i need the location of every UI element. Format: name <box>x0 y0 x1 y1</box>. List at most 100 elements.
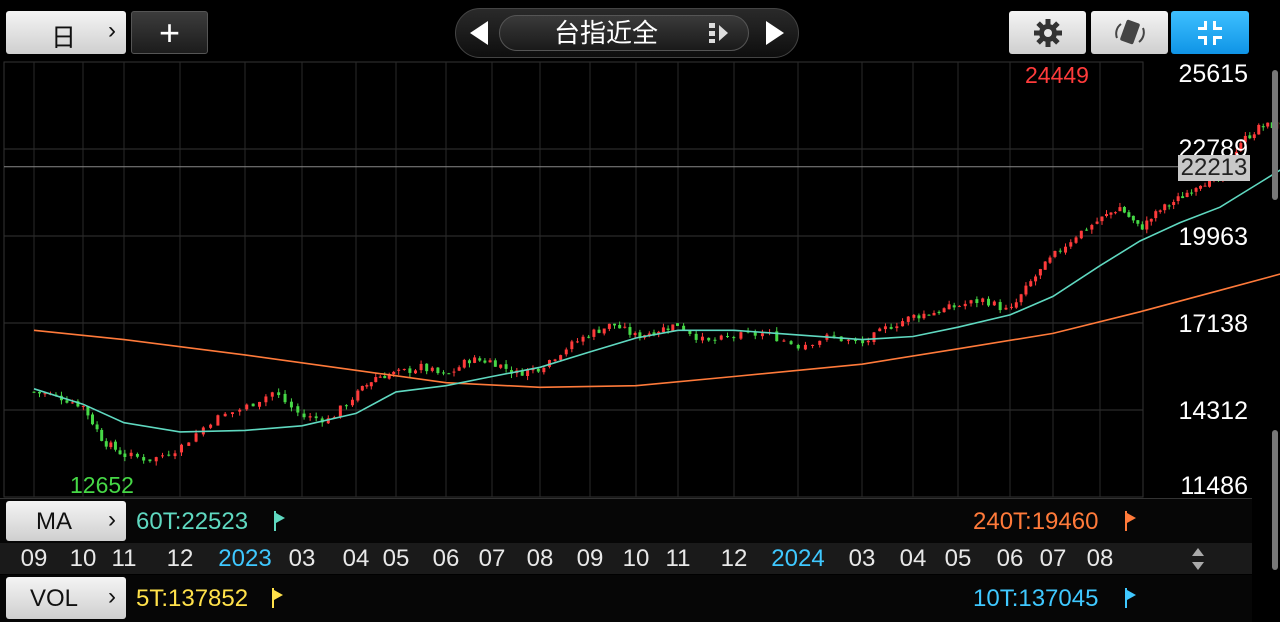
candle-body <box>998 302 1002 311</box>
candle-body <box>1118 207 1122 212</box>
candle-body <box>1266 122 1270 127</box>
candle-body <box>32 391 36 393</box>
symbol-title-field[interactable]: 台指近全 <box>499 15 749 51</box>
candle-body <box>1136 220 1140 224</box>
candle-body <box>581 336 585 342</box>
candle-body <box>1004 307 1008 310</box>
candle-body <box>369 382 373 387</box>
candle-body <box>1243 135 1247 143</box>
candle-body <box>782 340 786 342</box>
candle-body <box>906 316 910 322</box>
candle-body <box>1239 143 1243 151</box>
candle-body <box>1199 185 1203 189</box>
candle-body <box>526 369 530 376</box>
arrow-left-icon[interactable] <box>468 20 490 46</box>
candle-body <box>618 324 622 329</box>
candle-body <box>289 401 293 408</box>
candle-body <box>657 331 661 335</box>
candle-body <box>264 396 268 403</box>
collapse-icon <box>1198 20 1222 45</box>
candle-body <box>326 418 330 424</box>
candle-body <box>104 441 108 447</box>
x-axis-bar <box>0 543 1252 574</box>
candle-body <box>564 349 568 355</box>
x-tick-label: 09 <box>20 545 48 572</box>
candle-body <box>937 311 941 314</box>
candle-body <box>846 339 850 341</box>
vol-indicator-button[interactable]: VOL › <box>6 577 126 619</box>
period-label: 日 <box>51 24 77 52</box>
candle-body <box>245 404 249 410</box>
candle-body <box>378 376 382 378</box>
candle-body <box>1190 192 1194 194</box>
settings-button[interactable] <box>1009 11 1086 54</box>
candle-body <box>719 335 723 340</box>
candle-body <box>570 341 574 350</box>
candle-body <box>553 359 557 361</box>
candle-body <box>160 455 164 457</box>
candle-body <box>1113 212 1117 214</box>
candle-body <box>462 359 466 368</box>
candle-body <box>1158 210 1162 212</box>
candle-body <box>542 367 546 373</box>
candle-body <box>499 364 503 368</box>
candle-body <box>430 367 434 371</box>
arrow-right-icon[interactable] <box>764 20 786 46</box>
period-selector-button[interactable]: 日 › <box>6 11 126 54</box>
candle-body <box>883 326 887 330</box>
candle-body <box>587 336 591 338</box>
ma-bar: MA › 60T:22523 240T:19460 <box>0 498 1252 543</box>
candle-body <box>1034 276 1038 282</box>
candle-body <box>483 360 487 363</box>
rotate-screen-button[interactable] <box>1091 11 1168 54</box>
symbol-switcher: 台指近全 <box>455 8 799 58</box>
ma-button-label: MA <box>36 508 72 535</box>
candle-body <box>575 341 579 343</box>
candle-body <box>694 333 698 340</box>
vol-bar: VOL › 5T:137852 10T:137045 <box>0 575 1252 622</box>
add-button[interactable]: + <box>131 11 208 54</box>
candle-body <box>180 444 184 453</box>
candle-body <box>1100 216 1104 222</box>
candle-body <box>109 442 113 448</box>
candle-body <box>408 368 412 373</box>
candle-body <box>1090 225 1094 230</box>
candle-body <box>1085 229 1089 231</box>
flag-icon <box>274 511 286 536</box>
ma-indicator-button[interactable]: MA › <box>6 501 126 541</box>
candle-body <box>789 341 793 345</box>
right-edge-bar <box>1272 430 1278 570</box>
chevron-right-icon: › <box>108 583 116 610</box>
candle-body <box>796 344 800 349</box>
vertical-scrollbar[interactable] <box>1272 70 1278 200</box>
candle-body <box>473 357 477 363</box>
x-tick-label: 12 <box>166 545 194 572</box>
candle-body <box>975 299 979 304</box>
candle-body <box>671 324 675 332</box>
candle-body <box>1203 185 1207 187</box>
candle-body <box>547 360 551 367</box>
symbol-title: 台指近全 <box>553 18 658 48</box>
candle-body <box>216 415 220 426</box>
candle-body <box>1053 250 1057 257</box>
candle-body <box>95 424 99 430</box>
candle-body <box>154 457 158 462</box>
candle-body <box>509 370 513 374</box>
candle-body <box>447 373 451 375</box>
candle-body <box>1014 302 1018 308</box>
candle-body <box>1257 124 1261 135</box>
candle-body <box>947 304 951 310</box>
candle-body <box>1149 218 1153 222</box>
low-price-label: 12652 <box>70 472 134 498</box>
fullscreen-toggle-button[interactable] <box>1171 11 1249 54</box>
list-icon <box>709 23 728 43</box>
sort-arrows-icon[interactable] <box>1190 546 1206 572</box>
candle-body <box>1163 204 1167 211</box>
candle-body <box>760 333 764 337</box>
candle-body <box>878 328 882 332</box>
candle-body <box>682 325 686 331</box>
x-tick-label: 10 <box>622 545 650 572</box>
candle-body <box>536 368 540 372</box>
price-chart[interactable] <box>0 0 1280 500</box>
candle-body <box>775 331 779 342</box>
